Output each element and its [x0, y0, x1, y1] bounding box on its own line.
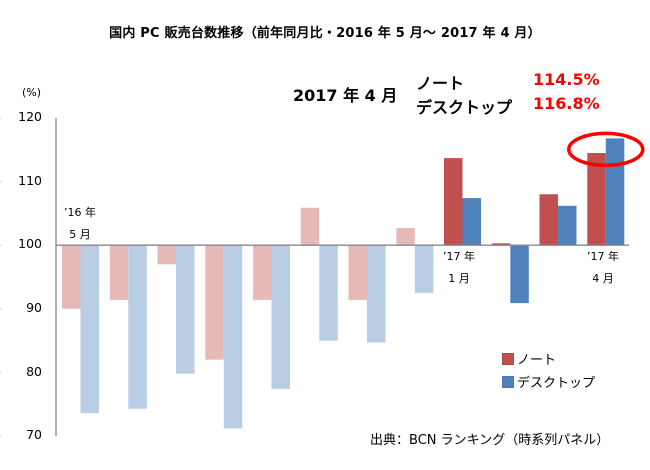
- annotation-label-desktop: デスクトップ: [416, 98, 513, 117]
- source-note: 出典：BCN ランキング（時系列パネル）: [370, 433, 610, 448]
- y-tick-label: 90: [26, 300, 42, 315]
- bar-desktop-2017-01: [462, 198, 481, 246]
- annotation-value-desktop: 116.8%: [533, 94, 600, 113]
- annotation-value-notebook: 114.5%: [533, 70, 600, 89]
- legend-item-notebook[interactable]: ノート: [502, 349, 556, 368]
- bar-desktop-2016-07: [176, 245, 195, 374]
- chart-title: 国内 PC 販売台数推移（前年同月比・2016 年 5 月～ 2017 年 4 …: [109, 26, 541, 41]
- category-label-line: 5 月: [69, 228, 91, 241]
- y-tick-label: 110: [18, 173, 42, 188]
- bar-notebook-2016-09: [253, 245, 272, 300]
- bar-desktop-2016-08: [223, 245, 243, 429]
- bar-notebook-2017-04: [587, 153, 606, 246]
- category-label-line: ’17 年: [587, 250, 619, 263]
- y-tick-label: 120: [18, 109, 42, 124]
- category-label-2017-01: ’17 年 1 月: [437, 246, 481, 290]
- bar-notebook-2016-06: [109, 245, 129, 300]
- bar-desktop-2017-03: [558, 205, 577, 246]
- category-label-2016-05: ’16 年 5 月: [58, 202, 102, 246]
- y-axis-unit: (%): [22, 86, 42, 99]
- highlight-ellipse: [567, 131, 645, 168]
- bar-desktop-2016-11: [367, 245, 386, 343]
- legend-label: デスクトップ: [517, 376, 596, 391]
- y-tick-label: 80: [26, 364, 42, 379]
- legend-swatch-desktop: [502, 375, 514, 388]
- bar-desktop-2016-10: [319, 245, 338, 341]
- bar-notebook-2016-07: [157, 245, 176, 265]
- bar-desktop-2016-06: [128, 245, 147, 409]
- category-label-line: ’16 年: [64, 206, 96, 219]
- category-label-line: 1 月: [448, 272, 470, 285]
- bar-desktop-2016-12: [414, 245, 434, 293]
- bar-notebook-2016-11: [348, 245, 367, 300]
- bar-desktop-2016-05: [80, 245, 99, 414]
- category-label-2017-04: ’17 年 4 月: [581, 246, 625, 290]
- annotation-date: 2017 年 4 月: [293, 86, 398, 105]
- category-label-line: ’17 年: [443, 250, 475, 263]
- y-tick-label: 100: [18, 236, 42, 251]
- category-label-line: 4 月: [592, 272, 614, 285]
- legend-label: ノート: [517, 353, 557, 368]
- bar-notebook-2016-12: [396, 228, 415, 246]
- bar-notebook-2017-03: [539, 194, 558, 246]
- legend-swatch-notebook: [502, 352, 514, 365]
- legend-item-desktop[interactable]: デスクトップ: [502, 372, 595, 391]
- y-tick-label: 70: [26, 427, 42, 442]
- bar-desktop-2017-02: [510, 245, 529, 304]
- bar-desktop-2016-09: [271, 245, 290, 389]
- annotation-label-notebook: ノート: [416, 74, 465, 93]
- bar-notebook-2016-10: [300, 207, 320, 246]
- bar-notebook-2017-02: [491, 243, 511, 246]
- bar-notebook-2017-01: [444, 158, 463, 246]
- bar-desktop-2017-04: [605, 138, 625, 246]
- bar-notebook-2016-05: [62, 245, 81, 309]
- bar-notebook-2016-08: [205, 245, 224, 360]
